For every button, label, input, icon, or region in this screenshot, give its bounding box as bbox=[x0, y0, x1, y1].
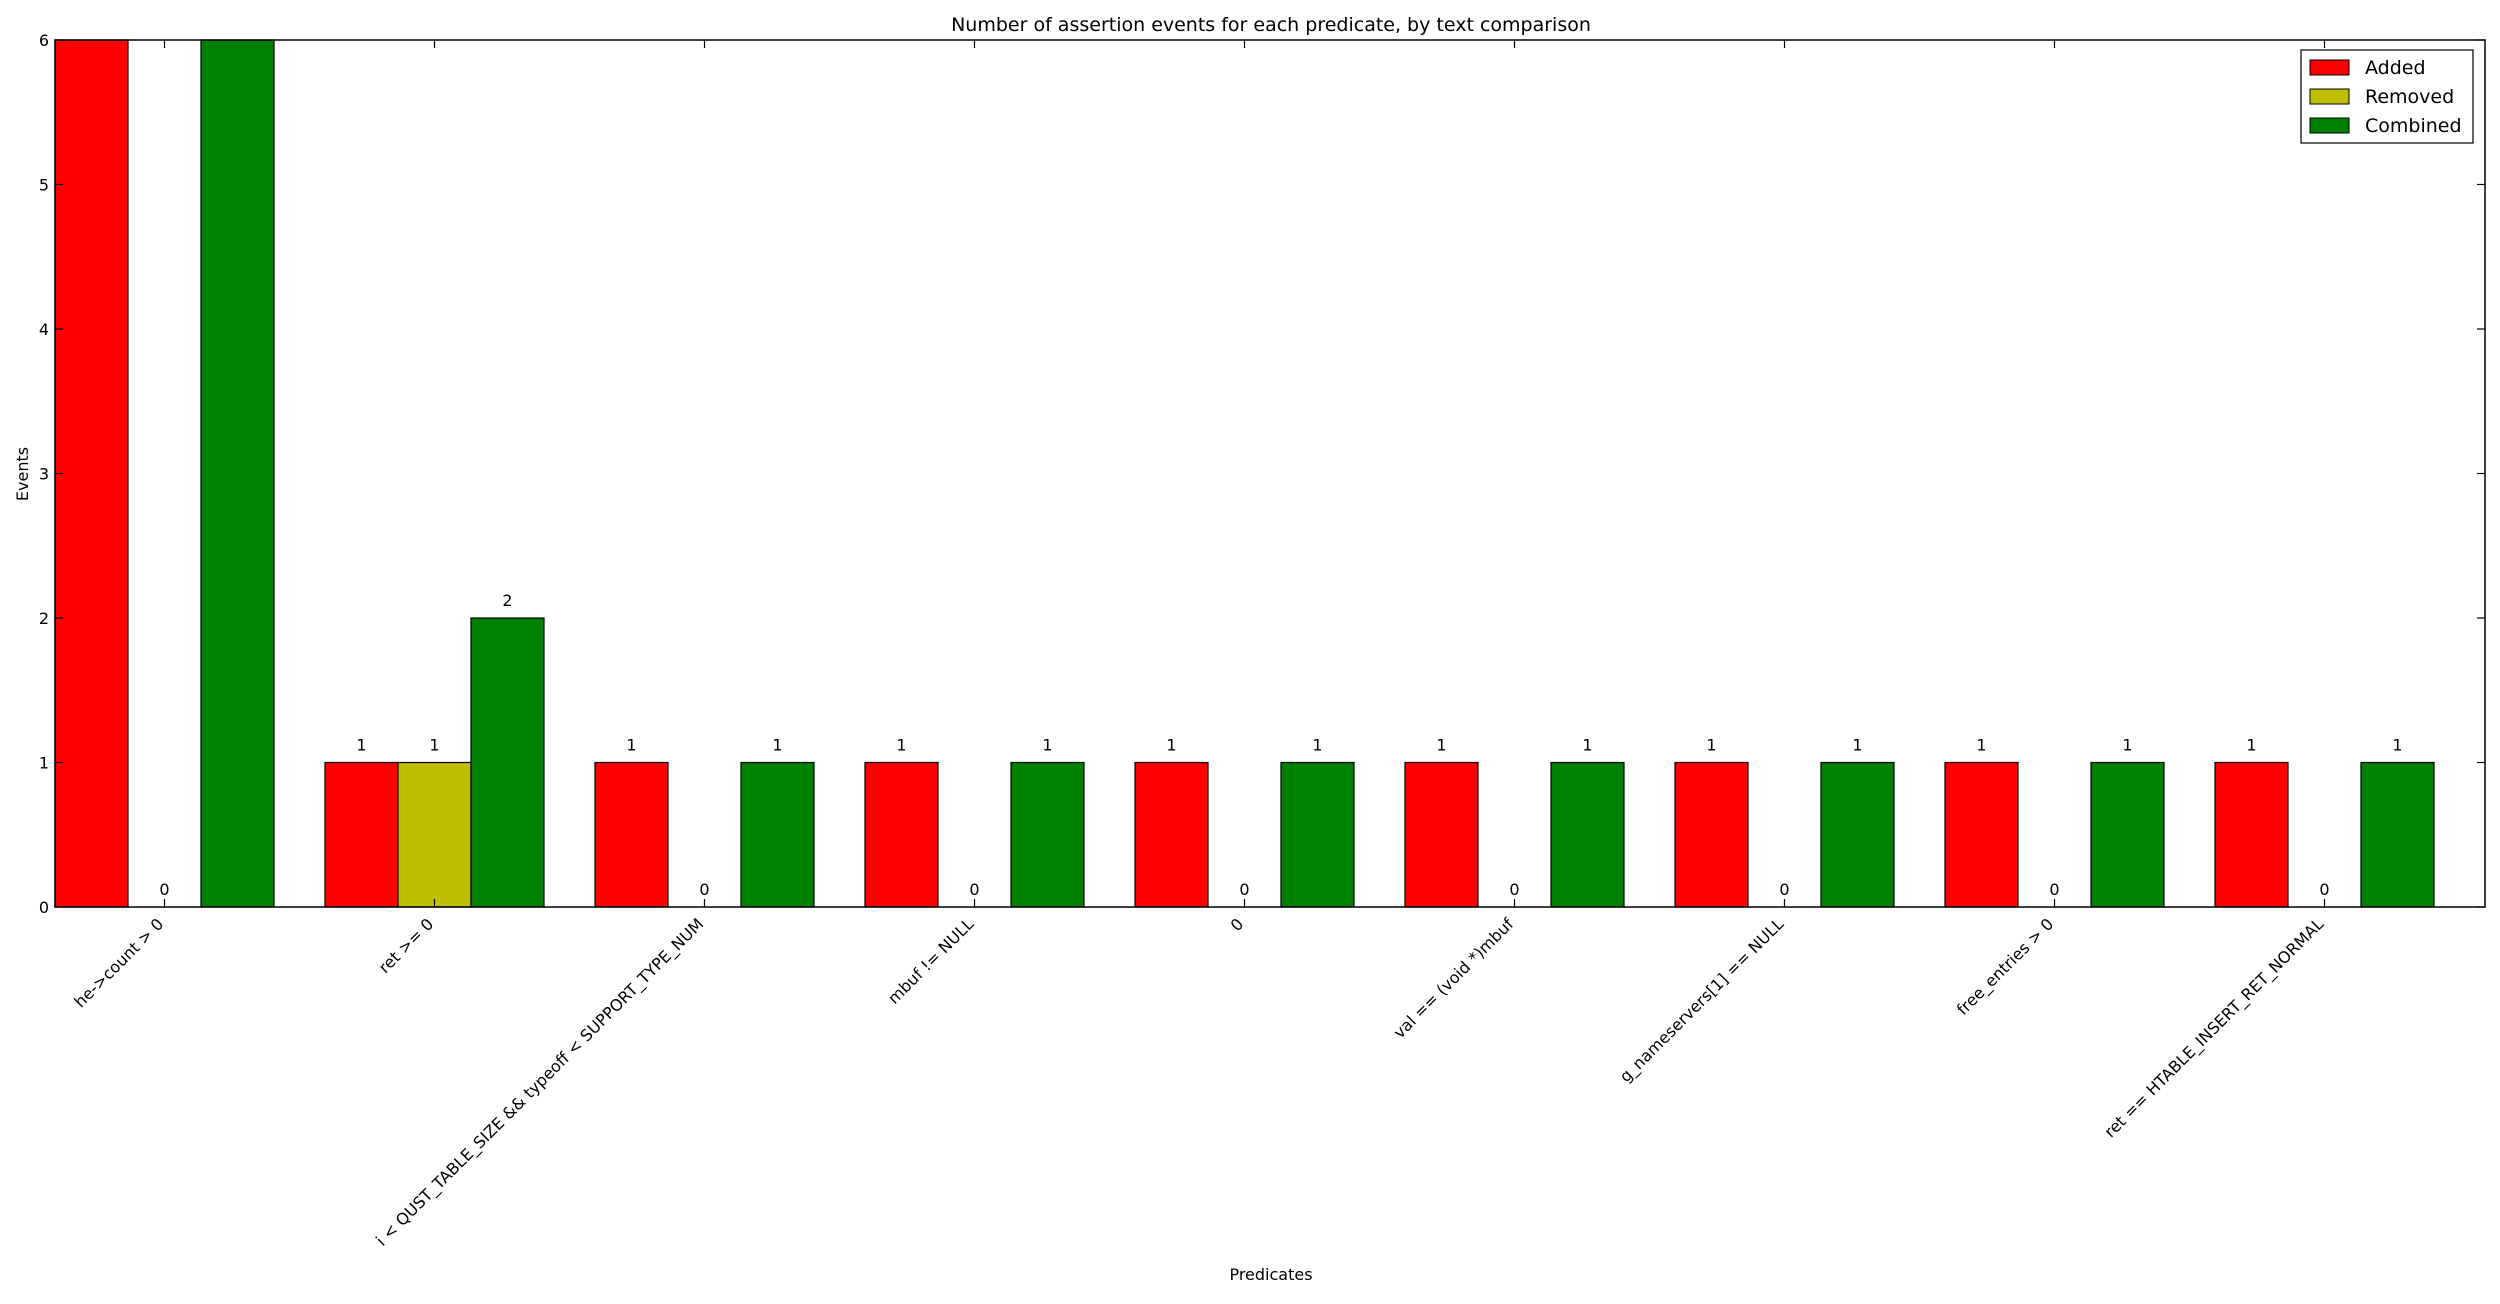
bar-removed-1 bbox=[397, 761, 472, 908]
bar-label-combined-5: 1 bbox=[1582, 736, 1592, 755]
bar-combined-8 bbox=[2360, 761, 2435, 908]
bar-combined-0 bbox=[200, 39, 275, 908]
bar-label-combined-6: 1 bbox=[1852, 736, 1862, 755]
bar-label-combined-4: 1 bbox=[1312, 736, 1322, 755]
legend-swatch-removed bbox=[2309, 88, 2350, 105]
legend-swatch-added bbox=[2309, 59, 2350, 76]
bar-added-4 bbox=[1134, 761, 1209, 908]
bar-label-removed-0: 0 bbox=[159, 880, 169, 899]
bar-label-combined-8: 1 bbox=[2392, 736, 2402, 755]
bars-layer bbox=[54, 39, 2435, 908]
bar-label-added-5: 1 bbox=[1436, 736, 1446, 755]
bar-combined-3 bbox=[1010, 761, 1085, 908]
bar-label-removed-3: 0 bbox=[969, 880, 979, 899]
bar-added-5 bbox=[1404, 761, 1479, 908]
bar-combined-6 bbox=[1820, 761, 1895, 908]
bar-label-added-3: 1 bbox=[896, 736, 906, 755]
y-axis-label: Events bbox=[13, 447, 32, 501]
bar-label-removed-5: 0 bbox=[1509, 880, 1519, 899]
legend-label-added: Added bbox=[2365, 57, 2426, 79]
bar-added-8 bbox=[2214, 761, 2289, 908]
bar-label-removed-7: 0 bbox=[2049, 880, 2059, 899]
bar-combined-4 bbox=[1280, 761, 1355, 908]
bar-combined-1 bbox=[470, 617, 545, 908]
y-tick-label: 2 bbox=[39, 609, 49, 628]
x-axis-label: Predicates bbox=[1229, 1265, 1312, 1284]
bar-label-removed-2: 0 bbox=[699, 880, 709, 899]
y-tick-label: 4 bbox=[39, 320, 49, 339]
bar-label-combined-2: 1 bbox=[772, 736, 782, 755]
legend: Added Removed Combined bbox=[2300, 49, 2474, 144]
bar-added-7 bbox=[1944, 761, 2019, 908]
bar-added-0 bbox=[54, 39, 129, 908]
legend-label-combined: Combined bbox=[2365, 115, 2462, 137]
bar-label-combined-3: 1 bbox=[1042, 736, 1052, 755]
bar-added-1 bbox=[324, 761, 399, 908]
bar-label-removed-1: 1 bbox=[429, 736, 439, 755]
bar-added-6 bbox=[1674, 761, 1749, 908]
bar-label-combined-7: 1 bbox=[2122, 736, 2132, 755]
y-tick-label: 5 bbox=[39, 176, 49, 195]
y-tick-label: 6 bbox=[39, 31, 49, 50]
y-tick-label: 3 bbox=[39, 465, 49, 484]
bar-label-added-2: 1 bbox=[626, 736, 636, 755]
y-tick-label: 0 bbox=[39, 898, 49, 917]
chart-title: Number of assertion events for each pred… bbox=[951, 14, 1591, 36]
y-axis: 0 1 2 3 4 5 6 bbox=[39, 31, 2485, 917]
bar-label-added-8: 1 bbox=[2246, 736, 2256, 755]
legend-swatch-combined bbox=[2309, 117, 2350, 134]
bar-combined-5 bbox=[1550, 761, 1625, 908]
bar-combined-7 bbox=[2090, 761, 2165, 908]
bar-labels-layer: 1 1 1 1 1 1 1 1 0 1 0 0 0 0 0 0 0 2 1 1 1 1 1 1 1 bbox=[159, 591, 2402, 899]
bar-label-removed-4: 0 bbox=[1239, 880, 1249, 899]
bar-combined-2 bbox=[740, 761, 815, 908]
bar-label-added-7: 1 bbox=[1976, 736, 1986, 755]
bar-added-2 bbox=[594, 761, 669, 908]
bar-label-removed-6: 0 bbox=[1779, 880, 1789, 899]
bar-added-3 bbox=[864, 761, 939, 908]
y-tick-label: 1 bbox=[39, 754, 49, 773]
legend-label-removed: Removed bbox=[2365, 86, 2454, 108]
bar-label-removed-8: 0 bbox=[2319, 880, 2329, 899]
bar-label-added-6: 1 bbox=[1706, 736, 1716, 755]
bar-label-combined-1: 2 bbox=[502, 591, 512, 610]
bar-label-added-4: 1 bbox=[1166, 736, 1176, 755]
bar-label-added-1: 1 bbox=[356, 736, 366, 755]
